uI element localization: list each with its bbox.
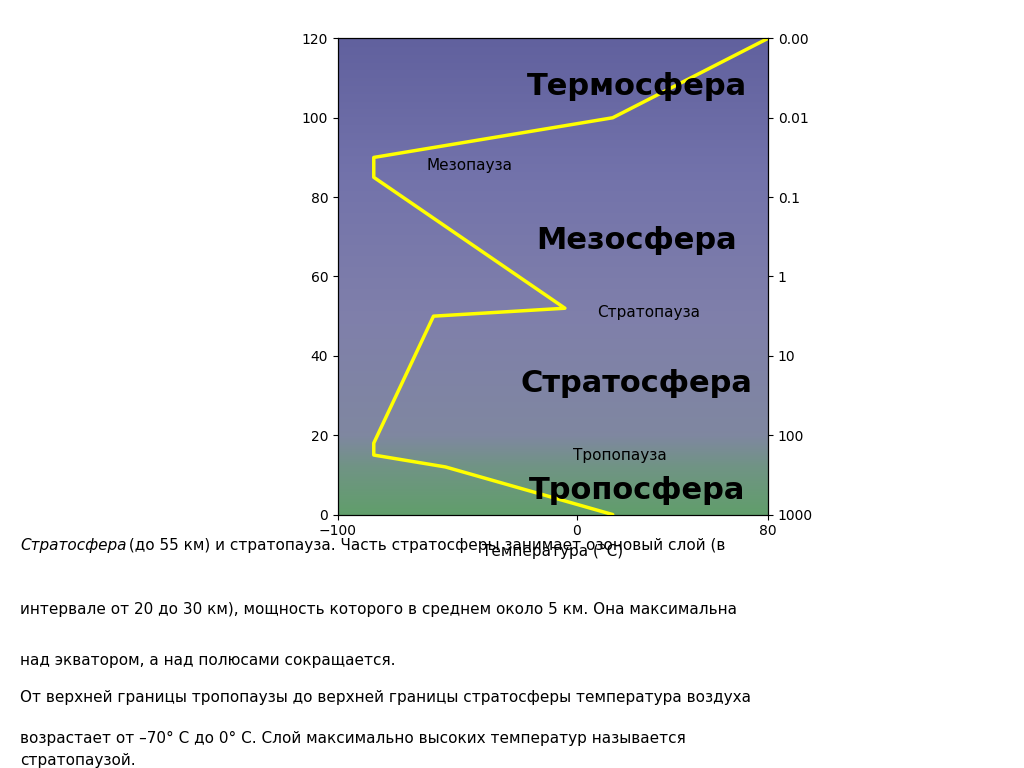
Text: Тропопауза: Тропопауза: [573, 448, 667, 462]
Text: Стратопауза: Стратопауза: [597, 305, 700, 319]
Text: От верхней границы тропопаузы до верхней границы стратосферы температура воздуха: От верхней границы тропопаузы до верхней…: [20, 690, 752, 705]
Text: Мезосфера: Мезосфера: [537, 227, 737, 255]
Text: возрастает от –70° С до 0° С. Слой максимально высоких температур называется: возрастает от –70° С до 0° С. Слой макси…: [20, 731, 686, 746]
X-axis label: Температура (°C): Температура (°C): [482, 544, 624, 559]
Text: Мезопауза: Мезопауза: [426, 158, 512, 173]
Text: Стратосфера: Стратосфера: [20, 538, 127, 553]
Text: стратопаузой.: стратопаузой.: [20, 753, 136, 768]
Text: Тропосфера: Тропосфера: [528, 476, 744, 505]
Text: (до 55 км) и стратопауза. Часть стратосферы занимает озоновый слой (в: (до 55 км) и стратопауза. Часть стратосф…: [124, 538, 725, 553]
Text: над экватором, а над полюсами сокращается.: над экватором, а над полюсами сокращаетс…: [20, 653, 396, 668]
Text: Термосфера: Термосфера: [526, 71, 746, 101]
Text: Стратосфера: Стратосфера: [520, 369, 753, 398]
Text: интервале от 20 до 30 км), мощность которого в среднем около 5 км. Она максималь: интервале от 20 до 30 км), мощность кото…: [20, 602, 737, 617]
